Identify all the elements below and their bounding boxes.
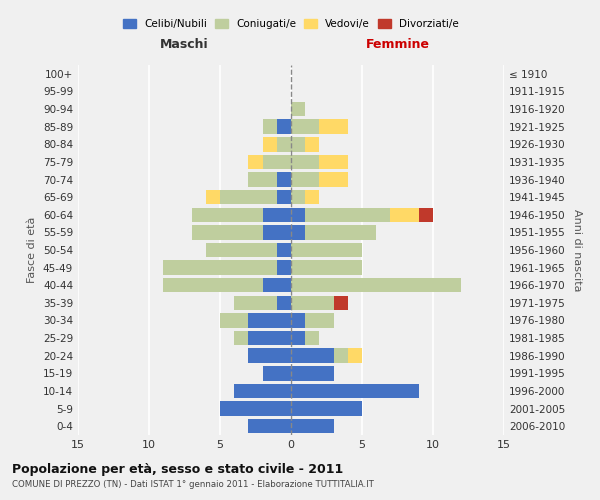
Bar <box>291 243 362 257</box>
Bar <box>234 331 248 345</box>
Bar <box>248 314 291 328</box>
Bar <box>263 137 277 152</box>
Bar <box>248 172 277 186</box>
Bar <box>191 208 263 222</box>
Y-axis label: Fasce di età: Fasce di età <box>28 217 37 283</box>
Bar <box>234 384 291 398</box>
Bar <box>319 154 348 169</box>
Bar <box>291 190 305 204</box>
Bar <box>206 190 220 204</box>
Bar <box>319 120 348 134</box>
Bar <box>291 278 461 292</box>
Bar <box>277 172 291 186</box>
Bar <box>305 208 391 222</box>
Bar <box>263 278 291 292</box>
Bar <box>291 154 319 169</box>
Bar <box>291 314 305 328</box>
Bar <box>163 260 277 275</box>
Bar <box>248 154 263 169</box>
Legend: Celibi/Nubili, Coniugati/e, Vedovi/e, Divorziati/e: Celibi/Nubili, Coniugati/e, Vedovi/e, Di… <box>119 14 463 34</box>
Bar <box>277 243 291 257</box>
Text: Maschi: Maschi <box>160 38 209 51</box>
Bar <box>277 120 291 134</box>
Bar <box>263 225 291 240</box>
Bar <box>220 190 277 204</box>
Bar <box>291 260 362 275</box>
Bar <box>291 384 419 398</box>
Bar <box>277 137 291 152</box>
Bar <box>248 348 291 363</box>
Bar <box>163 278 263 292</box>
Text: COMUNE DI PREZZO (TN) - Dati ISTAT 1° gennaio 2011 - Elaborazione TUTTITALIA.IT: COMUNE DI PREZZO (TN) - Dati ISTAT 1° ge… <box>12 480 374 489</box>
Bar <box>206 243 277 257</box>
Bar <box>291 172 319 186</box>
Bar <box>291 137 305 152</box>
Bar <box>220 314 248 328</box>
Bar <box>305 190 319 204</box>
Bar <box>291 419 334 434</box>
Bar <box>277 190 291 204</box>
Bar <box>291 208 305 222</box>
Bar <box>291 366 334 380</box>
Bar <box>248 419 291 434</box>
Bar <box>305 225 376 240</box>
Bar <box>291 402 362 416</box>
Bar <box>305 331 319 345</box>
Bar <box>263 366 291 380</box>
Bar <box>334 348 348 363</box>
Bar <box>291 348 334 363</box>
Text: Femmine: Femmine <box>365 38 430 51</box>
Y-axis label: Anni di nascita: Anni di nascita <box>572 209 582 291</box>
Bar <box>277 260 291 275</box>
Bar <box>234 296 277 310</box>
Bar <box>263 208 291 222</box>
Bar <box>291 225 305 240</box>
Bar <box>334 296 348 310</box>
Bar <box>291 296 334 310</box>
Bar <box>291 102 305 117</box>
Bar <box>277 296 291 310</box>
Bar <box>305 314 334 328</box>
Bar <box>348 348 362 363</box>
Bar <box>291 120 319 134</box>
Bar <box>263 154 291 169</box>
Bar <box>319 172 348 186</box>
Bar <box>305 137 319 152</box>
Bar <box>391 208 419 222</box>
Bar <box>220 402 291 416</box>
Bar <box>263 120 277 134</box>
Bar <box>248 331 291 345</box>
Text: Popolazione per età, sesso e stato civile - 2011: Popolazione per età, sesso e stato civil… <box>12 462 343 475</box>
Bar <box>291 331 305 345</box>
Bar <box>419 208 433 222</box>
Bar <box>191 225 263 240</box>
